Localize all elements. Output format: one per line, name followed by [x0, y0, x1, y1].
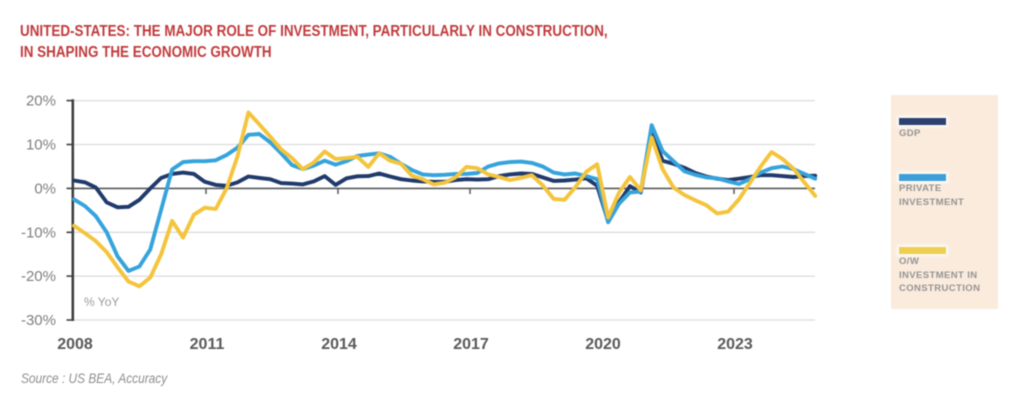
svg-text:2008: 2008 [57, 336, 93, 353]
svg-text:2020: 2020 [585, 336, 621, 353]
svg-text:2014: 2014 [321, 336, 357, 353]
svg-text:% YoY: % YoY [84, 295, 119, 309]
svg-text:10%: 10% [26, 137, 56, 154]
svg-text:2023: 2023 [717, 336, 753, 353]
svg-text:20%: 20% [26, 93, 56, 110]
svg-text:0%: 0% [34, 180, 56, 197]
svg-text:-30%: -30% [21, 312, 56, 329]
svg-text:-10%: -10% [21, 224, 56, 241]
svg-text:2017: 2017 [453, 336, 489, 353]
svg-text:-20%: -20% [21, 268, 56, 285]
svg-text:2011: 2011 [190, 336, 225, 353]
